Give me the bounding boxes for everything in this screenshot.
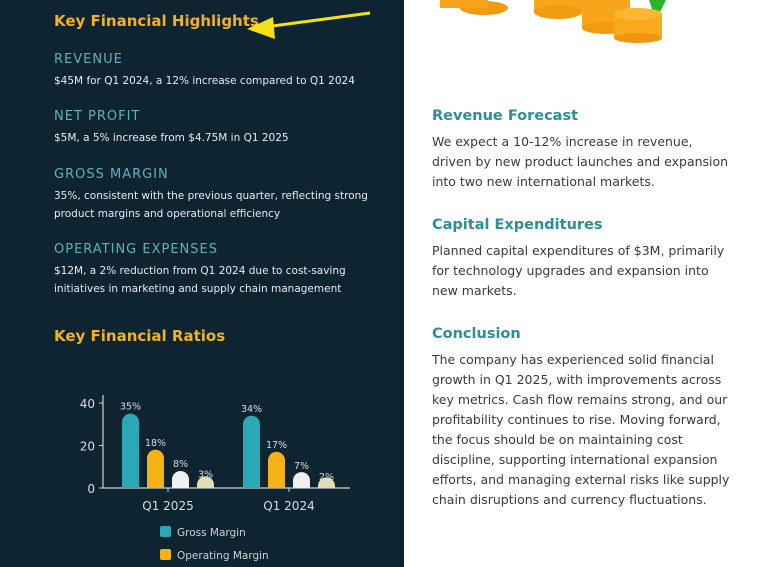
y-tick-label: 20 (80, 440, 95, 454)
highlights-title: Key Financial Highlights (54, 12, 259, 30)
bar (172, 471, 189, 488)
legend-swatch (160, 549, 171, 560)
left-panel: Key Financial Highlights REVENUE $45M fo… (0, 0, 404, 567)
ratios-title: Key Financial Ratios (54, 327, 226, 345)
bar (268, 451, 285, 488)
section-body: The company has experienced solid financ… (432, 352, 730, 507)
y-tick-label: 0 (87, 482, 95, 496)
legend-label: Gross Margin (177, 527, 246, 539)
section-heading: Revenue Forecast (432, 108, 579, 124)
y-tick-label: 40 (80, 397, 95, 411)
bar (147, 449, 164, 488)
section-body: $45M for Q1 2024, a 12% increase compare… (54, 75, 355, 87)
bar-label: 2% (319, 472, 334, 483)
section-heading: GROSS MARGIN (54, 167, 169, 182)
bar-label: 8% (173, 459, 188, 470)
ratios-chart: 0 20 40 Q1 2025 35% 18% 8% 3% Q1 2024 34% 17% 7% 2% G… (80, 395, 350, 562)
annotation-arrow-icon (247, 11, 371, 39)
legend-swatch (160, 526, 171, 537)
coins-image (440, 0, 666, 43)
section-heading: REVENUE (54, 52, 123, 67)
bar-label: 17% (266, 440, 287, 451)
net-profit-section: NET PROFIT $5M, a 5% increase from $4.75… (54, 109, 384, 147)
right-panel: Revenue Forecast We expect a 10-12% incr… (404, 0, 768, 567)
section-heading: Capital Expenditures (432, 217, 603, 233)
bar-label: 3% (198, 470, 213, 481)
revenue-forecast-section: Revenue Forecast We expect a 10-12% incr… (432, 108, 732, 192)
capital-expenditures-section: Capital Expenditures Planned capital exp… (432, 217, 732, 301)
bar-label: 7% (294, 461, 309, 472)
bar (318, 477, 335, 488)
bar (122, 413, 139, 488)
section-body: We expect a 10-12% increase in revenue, … (432, 134, 729, 189)
bar (243, 415, 260, 488)
revenue-section: REVENUE $45M for Q1 2024, a 12% increase… (54, 52, 384, 90)
section-body: $12M, a 2% reduction from Q1 2024 due to… (54, 265, 346, 295)
section-body: Planned capital expenditures of $3M, pri… (432, 243, 725, 298)
section-heading: Conclusion (432, 326, 521, 342)
bar (197, 476, 214, 488)
bar-label: 34% (241, 404, 262, 415)
x-tick-label: Q1 2024 (263, 499, 314, 513)
section-heading: OPERATING EXPENSES (54, 242, 218, 257)
bar-label: 18% (145, 438, 166, 449)
x-tick-label: Q1 2025 (142, 499, 193, 513)
gross-margin-section: GROSS MARGIN 35%, consistent with the pr… (54, 167, 384, 223)
legend-label: Operating Margin (177, 550, 269, 562)
section-body: $5M, a 5% increase from $4.75M in Q1 202… (54, 132, 289, 144)
section-heading: NET PROFIT (54, 109, 141, 124)
bar-label: 35% (120, 402, 141, 413)
section-body: 35%, consistent with the previous quarte… (54, 190, 368, 220)
conclusion-section: Conclusion The company has experienced s… (432, 326, 732, 510)
bar (293, 472, 310, 488)
operating-expenses-section: OPERATING EXPENSES $12M, a 2% reduction … (54, 242, 384, 298)
